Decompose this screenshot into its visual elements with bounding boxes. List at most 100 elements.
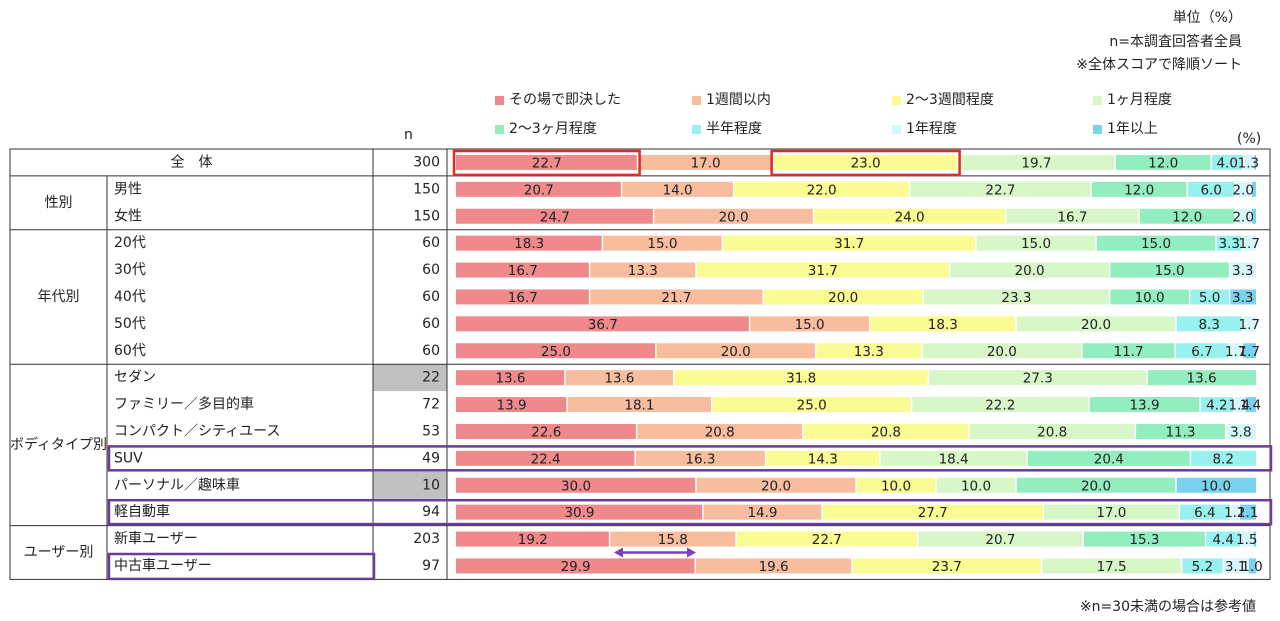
label-highlight-box xyxy=(107,552,376,581)
data-label: 14.3 xyxy=(808,451,838,467)
bar-segment xyxy=(456,504,703,520)
bar-segment xyxy=(909,181,1092,197)
n-shade-cell xyxy=(373,471,447,499)
n-value: 72 xyxy=(422,397,440,413)
data-label: 20.0 xyxy=(719,209,749,225)
bar-segment xyxy=(1096,235,1216,251)
data-label: 23.0 xyxy=(851,155,881,171)
bar-segment xyxy=(635,450,766,466)
bar-segment xyxy=(456,370,565,386)
bar-segment xyxy=(636,423,803,439)
data-label: 27.7 xyxy=(918,505,948,521)
data-label: 15.0 xyxy=(1155,263,1185,279)
bar-segment xyxy=(1043,504,1180,520)
bar-segment xyxy=(869,316,1016,332)
data-label: 22.7 xyxy=(812,532,842,548)
bar-segment xyxy=(1235,181,1252,197)
bar-segment xyxy=(456,289,590,305)
group-label: ボディタイプ別 xyxy=(10,436,107,453)
data-label: 31.8 xyxy=(786,371,816,387)
row-label: 30代 xyxy=(114,262,146,278)
bar-segment xyxy=(1189,289,1230,305)
legend-label: 1ヶ月程度 xyxy=(1107,92,1172,108)
bar-segment xyxy=(1242,235,1256,251)
bar-segment xyxy=(773,154,958,170)
data-label: 3.3 xyxy=(1232,290,1253,306)
data-label: 20.0 xyxy=(1015,263,1045,279)
arrow-head-left xyxy=(614,547,623,558)
data-label: 12.0 xyxy=(1172,209,1202,225)
legend-label: 1年程度 xyxy=(906,121,957,137)
bar-segment xyxy=(1229,262,1256,278)
data-label: 16.7 xyxy=(1057,209,1087,225)
data-label: 16.7 xyxy=(508,263,538,279)
bar-segment xyxy=(1175,343,1229,359)
bar-segment xyxy=(1251,181,1256,197)
bar-segment xyxy=(936,477,1016,493)
bar-segment xyxy=(702,504,823,520)
n-value: 150 xyxy=(413,181,440,197)
data-label: 15.0 xyxy=(1141,236,1171,252)
data-label: 11.3 xyxy=(1165,424,1195,440)
bar-segment xyxy=(1190,450,1256,466)
data-label: 30.0 xyxy=(561,478,591,494)
data-label: 22.0 xyxy=(807,182,837,198)
data-label: 20.7 xyxy=(524,182,554,198)
data-label: 18.3 xyxy=(514,236,544,252)
data-label: 6.4 xyxy=(1194,505,1215,521)
bar-segment xyxy=(1016,477,1176,493)
data-label: 24.0 xyxy=(895,209,925,225)
bar-segment xyxy=(1205,531,1241,547)
data-label: 4.2 xyxy=(1206,398,1227,414)
row-label: 全 体 xyxy=(171,153,213,170)
bar-segment xyxy=(456,208,654,224)
data-label: 1.4 xyxy=(1240,398,1261,414)
data-label: 13.3 xyxy=(854,344,884,360)
bar-segment xyxy=(969,423,1136,439)
n-value: 94 xyxy=(422,504,440,520)
bar-segment xyxy=(921,343,1082,359)
data-label: 3.3 xyxy=(1232,263,1253,279)
bar-segment xyxy=(1243,154,1254,170)
legend-item: 半年程度 xyxy=(692,118,762,138)
row-label: コンパクト／シティユース xyxy=(114,423,280,439)
bar-segment xyxy=(456,181,622,197)
bar-segment xyxy=(1135,423,1226,439)
sample-note: n=本調査回答者全員 xyxy=(1109,34,1242,50)
data-label: 1.7 xyxy=(1225,344,1246,360)
data-label: 11.7 xyxy=(1113,344,1143,360)
n-value: 60 xyxy=(422,262,440,278)
data-label: 10.0 xyxy=(1201,478,1231,494)
data-label: 20.7 xyxy=(985,532,1015,548)
data-label: 1.0 xyxy=(1241,559,1262,575)
data-label: 2.1 xyxy=(1237,505,1258,521)
bar-segment xyxy=(813,208,1006,224)
data-label: 10.0 xyxy=(1135,290,1165,306)
n-value: 60 xyxy=(422,235,440,251)
data-label: 5.0 xyxy=(1199,290,1220,306)
data-label: 1.7 xyxy=(1238,317,1259,333)
data-label: 19.7 xyxy=(1021,155,1051,171)
bar-segment xyxy=(456,262,590,278)
bar-segment xyxy=(1083,531,1206,547)
bar-segment xyxy=(1242,316,1256,332)
bar-segment xyxy=(917,531,1084,547)
bar-segment xyxy=(1253,154,1256,170)
bar-segment xyxy=(1229,289,1256,305)
legend-label: 1週間以内 xyxy=(706,92,771,108)
bar-segment xyxy=(1081,343,1176,359)
n-value: 22 xyxy=(422,370,440,386)
data-label: 1.7 xyxy=(1238,236,1259,252)
legend-swatch xyxy=(892,95,901,105)
row-label: 軽自動車 xyxy=(114,503,170,520)
bar-segment xyxy=(655,343,816,359)
data-label: 8.3 xyxy=(1198,317,1219,333)
bar-segment xyxy=(1240,531,1253,547)
group-label: 性別 xyxy=(45,195,73,211)
legend-item: その場で即決した xyxy=(495,89,621,109)
bar-segment xyxy=(1200,397,1234,413)
row-label: 男性 xyxy=(114,181,142,197)
data-label: 15.3 xyxy=(1129,532,1159,548)
data-label: 29.9 xyxy=(561,559,591,575)
legend-item: 1ヶ月程度 xyxy=(1093,89,1172,109)
